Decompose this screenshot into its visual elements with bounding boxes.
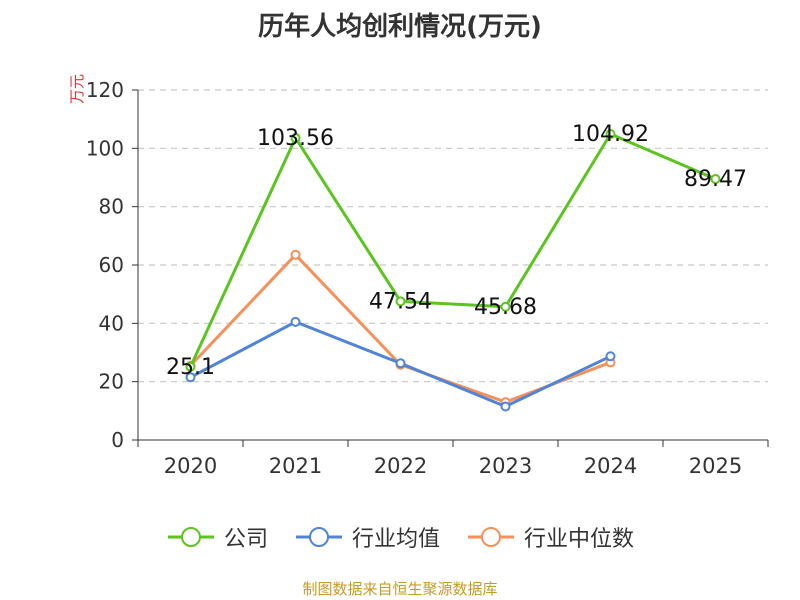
legend-item-2[interactable]: 行业中位数 [466, 521, 634, 553]
data-point [290, 316, 301, 327]
y-tick-label: 20 [99, 370, 124, 394]
data-point [710, 174, 721, 185]
grid-lines [138, 89, 768, 383]
data-point [500, 401, 511, 412]
legend-label: 行业均值 [351, 527, 440, 552]
data-labels: 25.1 103.56 47.54 45.68 104.92 89.47 [166, 122, 747, 380]
source-footer: 制图数据来自恒生聚源数据库 [302, 580, 498, 598]
x-tick-label-2023: 2023 [479, 454, 532, 478]
y-tick-label: 60 [99, 253, 124, 277]
y-tick-label: 0 [111, 428, 124, 452]
x-tick-label-2024: 2024 [584, 454, 637, 478]
x-tick-label-2021: 2021 [269, 454, 322, 478]
axes: 0 20 40 60 80 100 120 2020 2021 2022 2023 2024 2025 [86, 78, 769, 478]
data-label: 25.1 [166, 355, 215, 380]
legend-item-0[interactable]: 公司 [166, 521, 268, 553]
data-point [605, 128, 616, 139]
series-line-2 [189, 253, 612, 404]
data-point [395, 296, 406, 307]
data-point [290, 249, 301, 260]
x-tick-label-2025: 2025 [689, 454, 742, 478]
series-lines [185, 128, 721, 412]
y-tick-label: 80 [99, 195, 124, 219]
data-label: 89.47 [684, 167, 747, 192]
data-point [185, 372, 196, 383]
legend-line-marker-icon [468, 527, 514, 547]
data-label: 103.56 [257, 126, 334, 151]
y-tick-label: 100 [86, 136, 124, 160]
y-tick-label: 40 [99, 311, 124, 335]
series-line-0 [189, 132, 717, 368]
y-tick-label: 120 [86, 78, 124, 102]
data-point [605, 351, 616, 362]
legend-label: 行业中位数 [524, 527, 635, 552]
chart-title: 历年人均创利情况(万元) [258, 12, 542, 42]
data-point [500, 301, 511, 312]
data-label: 104.92 [572, 122, 649, 147]
data-label: 47.54 [369, 289, 432, 314]
data-point [395, 358, 406, 369]
data-point [185, 361, 196, 372]
legend: 公司 行业均值 行业中位数 [0, 520, 800, 554]
legend-label: 公司 [223, 527, 268, 552]
data-point [290, 132, 301, 143]
x-tick-label-2022: 2022 [374, 454, 427, 478]
legend-line-marker-icon [295, 527, 342, 547]
legend-line-marker-icon [167, 527, 214, 547]
x-tick-label-2020: 2020 [164, 454, 217, 478]
data-label: 45.68 [474, 295, 537, 320]
legend-item-1[interactable]: 行业均值 [294, 521, 440, 553]
